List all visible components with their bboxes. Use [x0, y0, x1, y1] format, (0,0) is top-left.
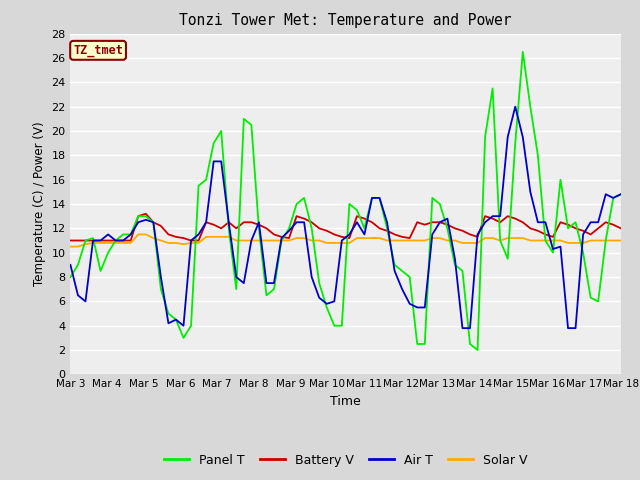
Solar V — [134, 231, 142, 237]
Battery V — [572, 226, 579, 231]
Panel T — [519, 49, 527, 55]
Panel T — [187, 323, 195, 329]
Air T — [67, 262, 74, 268]
Legend: Panel T, Battery V, Air T, Solar V: Panel T, Battery V, Air T, Solar V — [159, 449, 532, 472]
Air T — [511, 104, 519, 109]
Battery V — [187, 238, 195, 243]
Battery V — [617, 226, 625, 231]
Y-axis label: Temperature (C) / Power (V): Temperature (C) / Power (V) — [33, 122, 45, 286]
Battery V — [142, 211, 150, 216]
Battery V — [376, 226, 383, 231]
Line: Panel T: Panel T — [70, 52, 621, 350]
Solar V — [617, 238, 625, 243]
Air T — [617, 192, 625, 197]
Text: TZ_tmet: TZ_tmet — [73, 44, 123, 57]
Title: Tonzi Tower Met: Temperature and Power: Tonzi Tower Met: Temperature and Power — [179, 13, 512, 28]
Panel T — [579, 250, 587, 255]
Panel T — [180, 335, 188, 341]
Air T — [187, 238, 195, 243]
Solar V — [376, 235, 383, 241]
Line: Solar V: Solar V — [70, 234, 621, 247]
Line: Air T: Air T — [70, 107, 621, 328]
Air T — [368, 195, 376, 201]
Panel T — [368, 195, 376, 201]
Battery V — [195, 238, 202, 243]
Air T — [180, 323, 188, 329]
Panel T — [376, 195, 383, 201]
Battery V — [255, 222, 263, 228]
Air T — [579, 231, 587, 237]
Panel T — [248, 122, 255, 128]
Panel T — [474, 347, 481, 353]
Solar V — [255, 238, 263, 243]
Air T — [376, 195, 383, 201]
X-axis label: Time: Time — [330, 395, 361, 408]
Solar V — [195, 240, 202, 246]
Air T — [248, 238, 255, 243]
Battery V — [383, 228, 391, 234]
Line: Battery V: Battery V — [70, 214, 621, 240]
Solar V — [572, 240, 579, 246]
Battery V — [67, 238, 74, 243]
Panel T — [67, 274, 74, 280]
Solar V — [67, 244, 74, 250]
Air T — [459, 325, 467, 331]
Solar V — [383, 238, 391, 243]
Solar V — [187, 240, 195, 246]
Panel T — [617, 192, 625, 197]
